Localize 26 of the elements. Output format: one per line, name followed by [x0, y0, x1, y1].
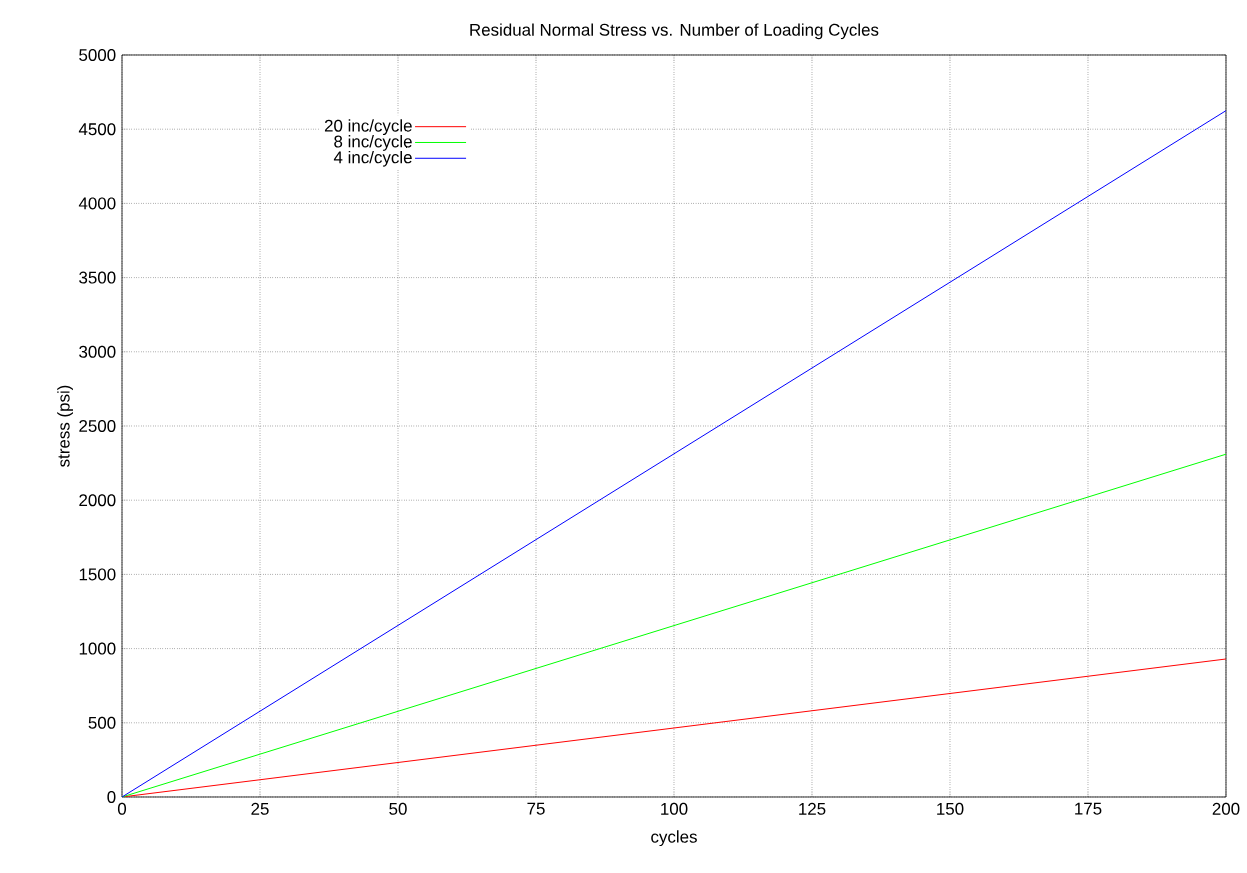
legend-label: 8 inc/cycle	[334, 135, 412, 151]
x-tick-label: 150	[937, 802, 964, 815]
y-tick-label: 500	[88, 716, 116, 729]
chart-title: Residual Normal Stress vs. Number of Loading Cycles	[470, 23, 879, 40]
x-tick-label: 50	[389, 802, 407, 815]
y-tick-label: 4000	[78, 197, 116, 210]
x-tick-label: 25	[251, 802, 269, 815]
x-tick-label: 0	[117, 802, 127, 815]
y-tick-label: 1000	[79, 642, 116, 655]
y-axis-title: stress (psi)	[57, 385, 73, 467]
legend-label: 4 inc/cycle	[333, 150, 412, 167]
y-tick-label: 1500	[79, 568, 116, 581]
y-tick-label: 2000	[79, 494, 116, 507]
x-tick-label: 200	[1212, 802, 1240, 815]
y-tick-label: 2500	[79, 420, 116, 432]
y-tick-label: 0	[107, 791, 116, 803]
y-tick-label: 5000	[79, 48, 116, 61]
x-tick-label: 75	[527, 802, 545, 815]
y-tick-label: 3000	[79, 345, 116, 358]
y-tick-label: 3500	[79, 271, 116, 284]
x-tick-label: 125	[799, 802, 826, 815]
legend-label: 20 inc/cycle	[324, 119, 412, 136]
x-tick-label: 100	[661, 802, 688, 815]
x-axis-title: cycles	[651, 830, 697, 847]
y-tick-label: 4500	[78, 123, 116, 136]
x-tick-label: 175	[1075, 802, 1102, 815]
